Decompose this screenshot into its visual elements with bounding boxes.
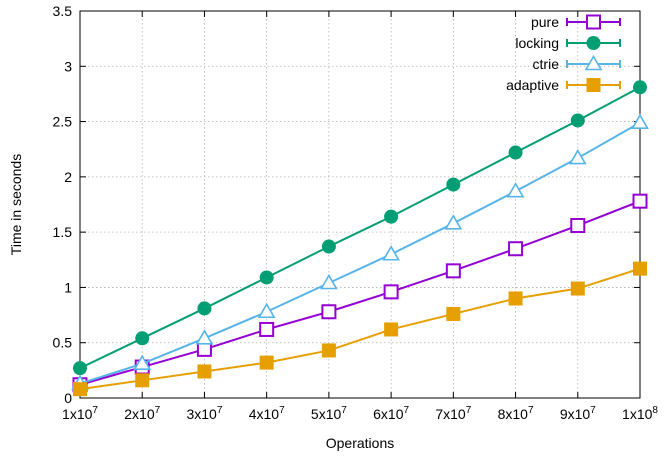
y-tick-label: 2 xyxy=(64,169,72,185)
x-tick-label: 8x107 xyxy=(498,405,534,422)
legend: pure locking ctrie adaptive xyxy=(506,14,621,93)
x-tick-label: 4x107 xyxy=(249,405,285,422)
data-point xyxy=(508,241,524,257)
legend-marker xyxy=(584,54,603,71)
series-line xyxy=(79,86,641,370)
series-line xyxy=(79,121,641,385)
data-point xyxy=(135,331,150,346)
x-axis-ticks: 1x107 2x107 3x107 4x107 5x107 6x107 7x107 8x107… xyxy=(62,11,658,422)
data-point xyxy=(506,182,525,198)
data-point xyxy=(632,193,648,209)
data-point xyxy=(320,273,338,290)
gridlines xyxy=(80,11,640,398)
x-tick-label: 1x107 xyxy=(62,405,98,422)
data-point xyxy=(259,270,274,285)
x-tick-label: 7x107 xyxy=(435,405,471,422)
legend-entry-adaptive: adaptive xyxy=(506,77,621,93)
x-tick-label: 6x107 xyxy=(373,405,409,422)
y-tick-label: 2.5 xyxy=(53,114,73,130)
data-point xyxy=(444,214,463,230)
series-adaptive xyxy=(73,261,647,397)
data-point xyxy=(384,322,399,337)
data-point xyxy=(195,329,214,345)
data-point xyxy=(568,148,587,165)
legend-label: locking xyxy=(515,35,559,51)
data-point xyxy=(257,302,276,319)
data-point xyxy=(135,373,150,388)
data-point xyxy=(631,113,649,129)
data-point xyxy=(133,354,152,371)
legend-entry-pure: pure xyxy=(531,14,621,30)
data-point xyxy=(321,304,337,320)
y-tick-label: 1.5 xyxy=(53,224,73,240)
data-point xyxy=(197,301,212,316)
x-tick-label: 2x107 xyxy=(124,405,160,422)
x-axis-title: Operations xyxy=(326,435,394,451)
data-point xyxy=(196,341,212,357)
legend-label: adaptive xyxy=(506,77,559,93)
series-line xyxy=(79,267,641,391)
legend-entry-ctrie: ctrie xyxy=(533,54,621,72)
data-point xyxy=(259,355,274,370)
series-ctrie xyxy=(71,113,649,390)
data-point xyxy=(446,177,461,192)
y-axis-ticks: 0 0.5 1 1.5 2 2.5 3 3.5 xyxy=(53,3,640,406)
data-point xyxy=(446,306,461,321)
data-point xyxy=(259,321,275,337)
data-point xyxy=(73,382,87,397)
y-tick-label: 1 xyxy=(64,279,72,295)
x-tick-label: 5x107 xyxy=(311,405,347,422)
data-point xyxy=(633,80,647,95)
data-point xyxy=(508,145,523,160)
x-tick-label: 1x108 xyxy=(622,405,658,422)
series-pure xyxy=(72,193,648,393)
data-point xyxy=(197,364,212,379)
data-point xyxy=(321,343,336,358)
legend-marker xyxy=(586,78,601,92)
data-point xyxy=(445,263,461,279)
y-tick-label: 0.5 xyxy=(53,335,73,351)
data-point xyxy=(73,361,87,376)
data-point xyxy=(570,113,585,128)
legend-marker xyxy=(586,36,601,50)
data-point xyxy=(633,261,647,276)
x-tick-label: 3x107 xyxy=(186,405,222,422)
legend-label: ctrie xyxy=(533,56,560,72)
y-tick-label: 0 xyxy=(64,390,72,406)
data-point xyxy=(383,284,399,300)
legend-label: pure xyxy=(531,14,559,30)
series-line xyxy=(79,200,641,386)
legend-marker xyxy=(586,14,601,30)
series-layer xyxy=(71,80,649,397)
data-point xyxy=(570,281,585,296)
data-point xyxy=(508,291,523,306)
y-tick-label: 3 xyxy=(64,58,72,74)
data-point xyxy=(382,245,400,261)
y-tick-label: 3.5 xyxy=(53,3,73,19)
legend-entry-locking: locking xyxy=(515,35,621,51)
x-tick-label: 9x107 xyxy=(560,405,596,422)
data-point xyxy=(321,239,336,254)
series-locking xyxy=(73,80,647,376)
data-point xyxy=(570,218,586,234)
y-axis-title: Time in seconds xyxy=(8,154,24,255)
data-point xyxy=(384,209,399,224)
